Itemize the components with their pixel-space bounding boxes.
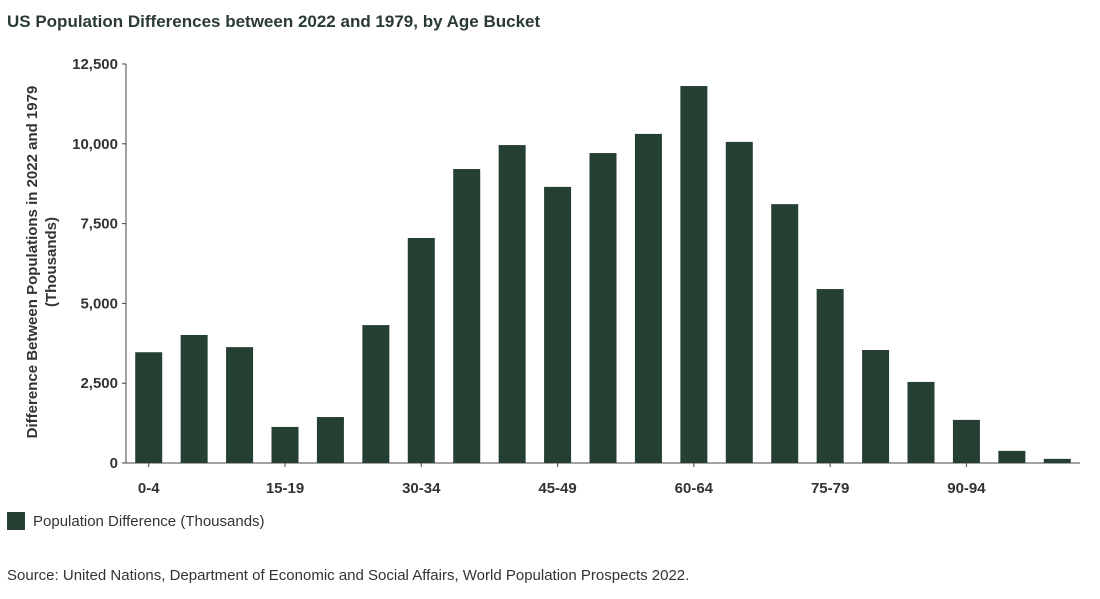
bar — [589, 153, 617, 463]
bar — [907, 381, 935, 463]
y-tick-label: 7,500 — [80, 216, 118, 233]
x-tick-label: 90-94 — [947, 480, 986, 497]
bar — [226, 347, 254, 463]
bar — [180, 335, 208, 463]
bar — [362, 325, 390, 463]
bar — [407, 237, 435, 463]
bar — [1043, 458, 1071, 463]
y-tick-label: 2,500 — [80, 375, 118, 392]
x-tick-label: 30-34 — [402, 480, 441, 497]
y-tick-label: 5,000 — [80, 295, 118, 312]
y-tick-label: 0 — [110, 455, 118, 472]
bar — [816, 289, 844, 463]
bar — [544, 186, 572, 463]
legend-label: Population Difference (Thousands) — [33, 512, 265, 530]
chart-title: US Population Differences between 2022 a… — [7, 12, 541, 31]
legend: Population Difference (Thousands) — [7, 512, 265, 530]
x-tick-label: 75-79 — [811, 480, 849, 497]
x-tick-label: 45-49 — [538, 480, 576, 497]
bar — [998, 450, 1026, 463]
y-tick-label: 12,500 — [72, 56, 118, 73]
bar — [316, 417, 344, 463]
bar — [771, 204, 799, 464]
bar — [135, 352, 163, 463]
bar — [952, 419, 980, 463]
x-tick-label: 0-4 — [138, 480, 160, 497]
x-tick-label: 60-64 — [675, 480, 714, 497]
legend-swatch — [7, 512, 25, 530]
bar — [453, 169, 481, 464]
y-tick-label: 10,000 — [72, 136, 118, 153]
bar — [862, 350, 890, 463]
bar — [725, 141, 753, 463]
source-note: Source: United Nations, Department of Ec… — [7, 567, 690, 584]
bar — [498, 145, 526, 464]
bar — [680, 86, 708, 463]
bar — [271, 426, 299, 463]
bar — [634, 133, 662, 464]
x-tick-label: 15-19 — [266, 480, 304, 497]
